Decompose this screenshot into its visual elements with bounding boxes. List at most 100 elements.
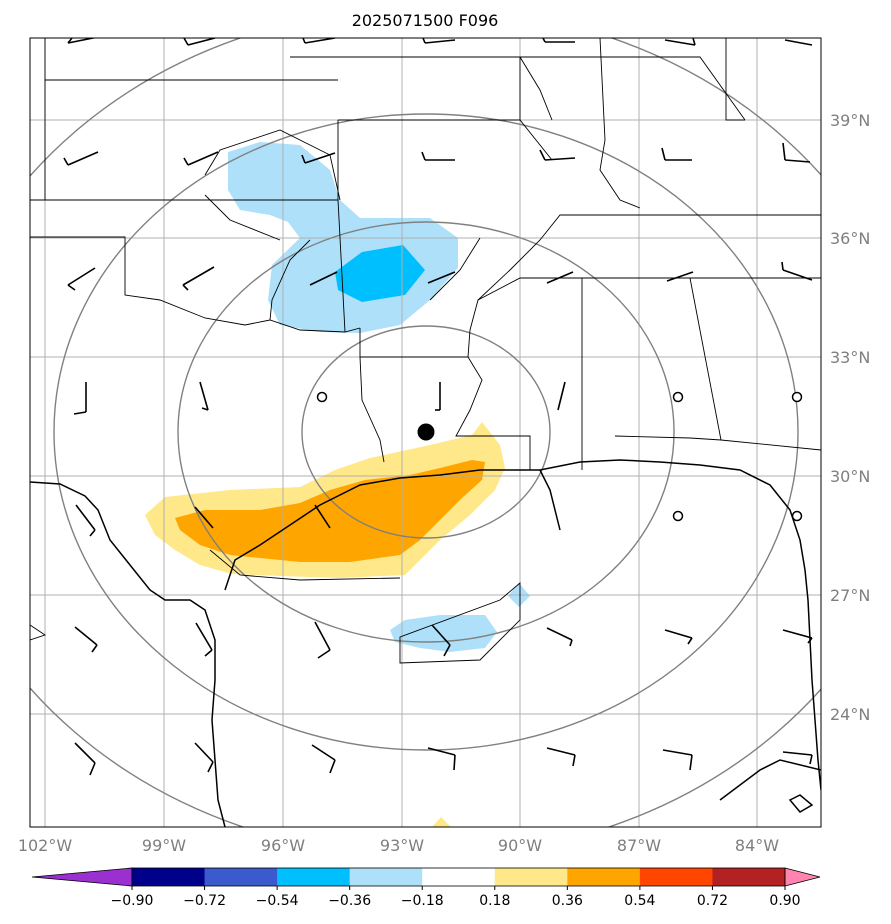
- lon-tick-label: 84°W: [735, 836, 779, 855]
- wind-barb: [314, 621, 331, 659]
- range-rings: [30, 38, 821, 827]
- map-panel: [30, 38, 821, 827]
- lon-tick-label: 96°W: [261, 836, 305, 855]
- wind-barb: [195, 622, 213, 657]
- wind-barb: [782, 629, 813, 644]
- calm-wind-markers: [316, 391, 803, 522]
- wind-barb: [421, 151, 455, 161]
- lon-tick-label: 87°W: [617, 836, 661, 855]
- lon-tick-label: 93°W: [380, 836, 424, 855]
- range-ring-2: [177, 221, 675, 643]
- range-ring-1: [301, 325, 551, 539]
- lat-tick-label: 36°N: [830, 229, 870, 248]
- colorbar-tick-label: 0.72: [697, 893, 728, 909]
- wind-barb: [301, 152, 336, 164]
- wind-barb: [664, 629, 693, 645]
- wind-barb: [666, 271, 694, 282]
- wind-barb: [199, 381, 209, 411]
- wind-barb: [422, 38, 456, 44]
- wind-barb: [427, 747, 456, 771]
- latitude-labels: 39°N 36°N 33°N 30°N 27°N 24°N: [830, 111, 870, 724]
- wind-barb: [74, 626, 98, 653]
- longitude-labels: 102°W 99°W 96°W 93°W 90°W 87°W 84°W: [18, 836, 779, 855]
- wind-barb: [557, 381, 566, 411]
- wind-barb: [63, 151, 99, 166]
- calm-wind-circle: [791, 510, 803, 522]
- wind-barb: [67, 267, 96, 291]
- lon-tick-label: 99°W: [142, 836, 186, 855]
- colorbar-tick-label: 0.54: [624, 893, 655, 909]
- colorbar-outline: [131, 867, 786, 887]
- colorbar: −0.90 −0.72 −0.54 −0.36 −0.18 0.18 0.36 0.54 0.7…: [31, 867, 821, 909]
- wind-barb: [539, 149, 576, 161]
- wind-barb: [546, 271, 574, 284]
- range-ring-3: [53, 113, 799, 751]
- wind-barb: [194, 506, 214, 529]
- calm-wind-circle: [672, 510, 684, 522]
- wind-barb: [74, 742, 96, 776]
- lon-tick-label: 90°W: [498, 836, 542, 855]
- colorbar-segment: [494, 868, 568, 886]
- colorbar-tick-label: 0.36: [552, 893, 583, 909]
- colorbar-segment: [204, 868, 278, 886]
- lat-tick-label: 27°N: [830, 586, 870, 605]
- wind-barb: [542, 38, 575, 43]
- coastline: [30, 459, 821, 827]
- colorbar-tick-label: −0.36: [328, 893, 371, 909]
- wind-barb: [662, 749, 693, 771]
- wind-barb: [194, 742, 214, 773]
- state-borders: [30, 38, 821, 664]
- colorbar-tick-label: −0.90: [111, 893, 154, 909]
- wind-barb: [183, 151, 219, 166]
- wind-barb: [782, 751, 813, 765]
- wind-barb: [664, 38, 696, 46]
- colorbar-segment: [567, 868, 641, 886]
- lat-tick-label: 24°N: [830, 705, 870, 724]
- wind-barb: [67, 38, 98, 44]
- wind-barb: [302, 38, 336, 44]
- wind-barb: [546, 627, 573, 647]
- lat-tick-label: 39°N: [830, 111, 870, 130]
- colorbar-tick-label: −0.18: [401, 893, 444, 909]
- colorbar-segment: [132, 868, 206, 886]
- wind-barbs: [63, 38, 813, 776]
- colorbar-segment: [349, 868, 423, 886]
- wind-barb: [782, 142, 811, 163]
- colorbar-tick-label: −0.54: [256, 893, 299, 909]
- wind-barb: [182, 266, 215, 291]
- wind-barb: [781, 261, 813, 281]
- wind-barb: [73, 382, 87, 415]
- map-title: 2025071500 F096: [352, 11, 499, 30]
- negative-anomaly-area-gulf: [390, 615, 497, 652]
- positive-anomaly-corner: [432, 817, 451, 827]
- colorbar-segment: [422, 868, 496, 886]
- wind-barb: [183, 38, 216, 46]
- colorbar-extend-low: [31, 867, 133, 887]
- wind-barb: [309, 271, 338, 286]
- calm-wind-circle: [672, 391, 684, 403]
- wind-barb: [75, 504, 96, 537]
- calm-wind-circle: [316, 391, 328, 403]
- colorbar-tick-label: 0.90: [769, 893, 800, 909]
- colorbar-segment: [712, 868, 786, 886]
- map-frame: [29, 37, 822, 828]
- wind-barb: [435, 382, 441, 411]
- center-point-marker: [417, 423, 435, 441]
- colorbar-extend-high: [784, 867, 821, 887]
- lat-tick-label: 30°N: [830, 467, 870, 486]
- wind-barb: [314, 504, 331, 529]
- wind-barb: [661, 147, 692, 161]
- wind-barb: [427, 271, 456, 284]
- wind-barb: [546, 747, 576, 767]
- wind-barb: [311, 744, 336, 774]
- wind-barb: [431, 624, 451, 657]
- colorbar-tick-label: −0.72: [183, 893, 226, 909]
- calm-wind-circle: [791, 391, 803, 403]
- lon-tick-label: 102°W: [18, 836, 73, 855]
- wind-barb: [784, 39, 813, 46]
- colorbar-tick-label: 0.18: [479, 893, 510, 909]
- colorbar-segment: [277, 868, 351, 886]
- colorbar-segment: [639, 868, 713, 886]
- lat-tick-label: 33°N: [830, 348, 870, 367]
